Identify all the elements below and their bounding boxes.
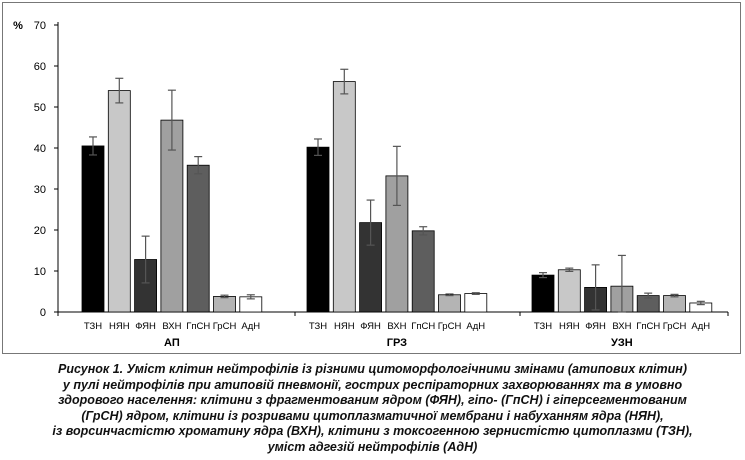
- bar: [332, 81, 356, 313]
- category-label: ГрСН: [213, 321, 237, 332]
- y-tick-label: 20: [34, 225, 46, 237]
- category-label: НЯН: [334, 321, 355, 332]
- category-label: ТЗН: [84, 321, 102, 332]
- category-label: ФЯН: [585, 321, 606, 332]
- group-label: УЗН: [611, 337, 633, 349]
- category-label: ВХН: [162, 321, 181, 332]
- bar: [186, 164, 210, 313]
- category-label: АдН: [466, 321, 485, 332]
- category-label: АдН: [691, 321, 710, 332]
- bar: [213, 296, 236, 313]
- group-label: ГРЗ: [387, 337, 407, 349]
- group-label: АП: [164, 337, 180, 349]
- category-label: ФЯН: [360, 321, 381, 332]
- category-label: ВХН: [612, 321, 631, 332]
- caption-line-1: Рисунок 1. Уміст клітин нейтрофілів із р…: [58, 362, 687, 376]
- bar: [107, 90, 131, 313]
- bar: [81, 145, 105, 313]
- bar: [663, 295, 686, 313]
- y-tick-label: 50: [34, 102, 46, 114]
- y-tick-label: 10: [34, 266, 46, 278]
- caption-line-3: здорового населення: клітини з фрагменто…: [58, 393, 687, 408]
- category-label: ТЗН: [309, 321, 327, 332]
- category-label: АдН: [241, 321, 260, 332]
- bar: [411, 230, 435, 313]
- y-tick-label: 30: [34, 184, 46, 196]
- bar: [531, 274, 555, 313]
- category-label: НЯН: [559, 321, 580, 332]
- figure-caption: Рисунок 1. Уміст клітин нейтрофілів із р…: [0, 362, 745, 456]
- chart-bars: [81, 68, 713, 313]
- figure-frame: [2, 2, 741, 354]
- caption-line-4: (ГрСН) ядром, клітини із розривами цитоп…: [81, 408, 664, 423]
- category-label: ГпСН: [636, 321, 660, 332]
- y-tick-label: 70: [34, 20, 46, 32]
- y-tick-label: 60: [34, 61, 46, 73]
- bar: [306, 146, 330, 313]
- category-label: ФЯН: [135, 321, 156, 332]
- category-label: НЯН: [109, 321, 130, 332]
- y-tick-label: 0: [40, 307, 46, 319]
- category-label: ГпСН: [186, 321, 210, 332]
- y-axis-label: %: [13, 20, 23, 32]
- bar: [557, 269, 581, 313]
- category-label: ГпСН: [411, 321, 435, 332]
- caption-line-6: уміст адгезій нейтрофілів (АдН): [267, 439, 478, 454]
- bar: [438, 294, 461, 313]
- bar: [464, 293, 488, 313]
- caption-line-5: із ворсинчастістю хроматину ядра (ВХН), …: [52, 424, 693, 439]
- category-label: ГрСН: [663, 321, 687, 332]
- category-label: ВХН: [387, 321, 406, 332]
- caption-line-2: у пулі нейтрофілів при атиповій пневмоні…: [62, 377, 683, 392]
- category-label: ТЗН: [534, 321, 552, 332]
- category-label: ГрСН: [438, 321, 462, 332]
- y-tick-label: 40: [34, 143, 46, 155]
